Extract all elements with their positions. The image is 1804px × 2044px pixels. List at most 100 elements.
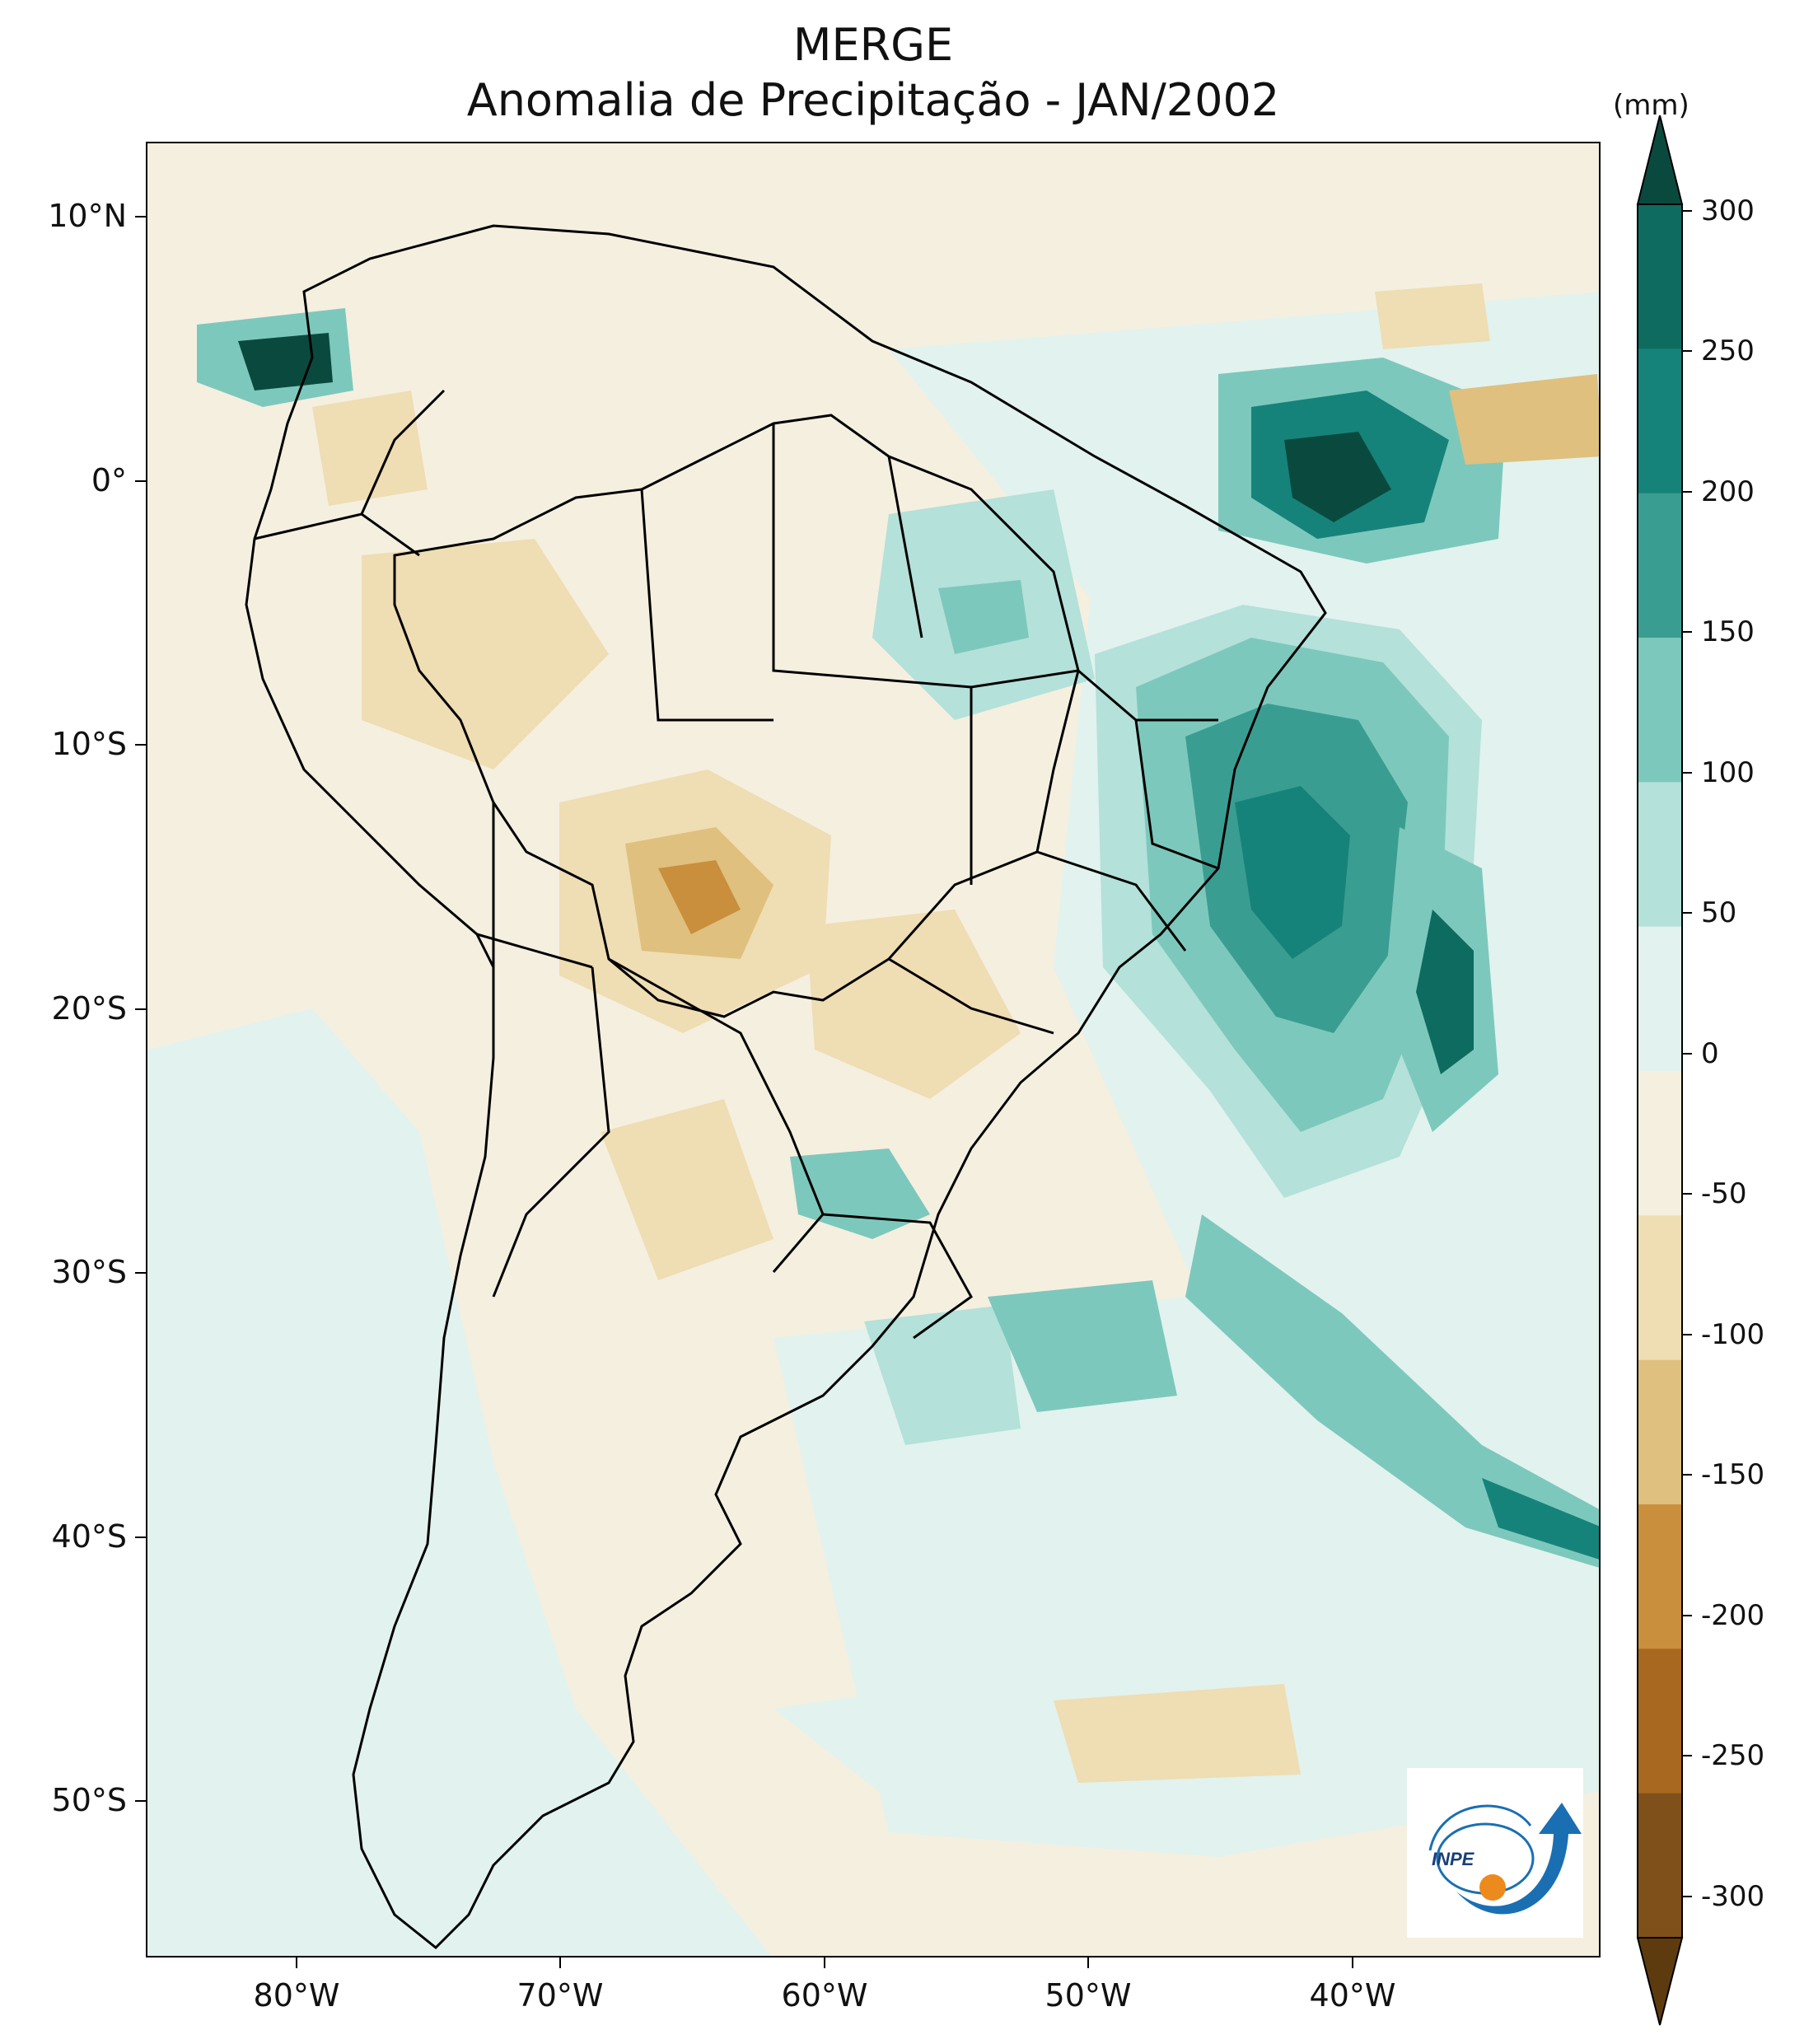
colorbar-tick — [1682, 631, 1692, 633]
lon-label-70w: 70°W — [516, 1977, 604, 2014]
colorbar-tick — [1682, 1755, 1692, 1756]
map-title: MERGE — [792, 19, 954, 71]
teal-anomaly-colombia-pacific-core — [238, 333, 333, 391]
colorbar-label-minus100: -100 — [1701, 1318, 1765, 1351]
colorbar-tick — [1682, 1334, 1692, 1335]
colorbar-label-minus200: -200 — [1701, 1599, 1765, 1632]
brown-anomaly-bolivia-peak — [658, 860, 741, 934]
teal-anomaly-ne-brazil-dark — [1235, 786, 1350, 959]
lat-label-20s: 20°S — [51, 990, 127, 1027]
colorbar-segment — [1638, 638, 1682, 783]
colorbar-label-300: 300 — [1701, 194, 1755, 227]
colorbar-label-minus150: -150 — [1701, 1458, 1765, 1491]
inpe-logo-graphic — [1428, 1803, 1582, 1915]
lon-tick — [1352, 1957, 1353, 1968]
inpe-logo: INPE — [1407, 1768, 1583, 1938]
colorbar-segment — [1638, 348, 1682, 494]
colorbar-tick — [1682, 912, 1692, 914]
teal-anomaly-rio-grande-sul — [864, 1305, 1021, 1445]
colorbar-segment — [1638, 782, 1682, 928]
colorbar-extend-min — [1636, 1937, 1684, 2026]
colorbar-tick — [1682, 1896, 1692, 1897]
teal-band-south-atlantic-core — [1482, 1478, 1599, 1560]
colorbar — [1636, 115, 1684, 2026]
lat-tick — [135, 480, 146, 482]
brazil-border — [393, 414, 1080, 1018]
light-teal-field-south-pacific — [147, 1527, 518, 1956]
brown-anomaly-mato-grosso-sul — [806, 910, 1021, 1099]
teal-anomaly-paraguay — [790, 1148, 930, 1239]
brown-anomaly-atlantic-equator — [1449, 374, 1599, 465]
colorbar-segment — [1638, 1793, 1682, 1939]
colorbar-label-100: 100 — [1701, 756, 1755, 789]
colorbar-label-minus250: -250 — [1701, 1739, 1765, 1772]
uruguay-border — [822, 1213, 973, 1340]
colorbar-tick — [1682, 1193, 1692, 1195]
colorbar-segment — [1638, 926, 1682, 1072]
brazil-state-lines — [640, 423, 1219, 1035]
lon-label-60w: 60°W — [781, 1977, 868, 2014]
colorbar-label-150: 150 — [1701, 615, 1755, 648]
lat-label-10n: 10°N — [48, 198, 127, 234]
teal-anomaly-amazon-core — [938, 580, 1029, 654]
colorbar-segment — [1638, 1649, 1682, 1794]
colorbar-tick — [1682, 491, 1692, 493]
colorbar-segment — [1638, 204, 1682, 349]
precipitation-anomaly-map — [147, 224, 1599, 1956]
colorbar-segment — [1638, 1215, 1682, 1361]
map-panel — [146, 142, 1601, 1957]
map-subtitle: Anomalia de Precipitação - JAN/2002 — [466, 74, 1280, 126]
lat-tick — [135, 1272, 146, 1274]
lat-tick — [135, 1008, 146, 1010]
colorbar-label-250: 250 — [1701, 334, 1755, 367]
lat-label-10s: 10°S — [51, 726, 127, 762]
brown-anomaly-west-amazon — [362, 539, 609, 769]
logo-orbit-line — [1428, 1804, 1532, 1851]
brown-anomaly-patagonia-atlantic — [1054, 1684, 1301, 1783]
colorbar-tick — [1682, 1474, 1692, 1476]
inpe-logo-text: INPE — [1432, 1849, 1475, 1869]
colorbar-label-minus50: -50 — [1701, 1177, 1747, 1210]
colorbar-tick — [1682, 210, 1692, 212]
colorbar-label-0: 0 — [1701, 1037, 1719, 1070]
andes-countries-borders — [254, 389, 825, 1298]
colorbar-label-50: 50 — [1701, 896, 1737, 929]
colorbar-unit: (mm) — [1613, 89, 1689, 122]
teal-anomaly-atlantic-coast-core — [1416, 910, 1474, 1074]
lat-tick — [135, 744, 146, 746]
lon-tick — [1087, 1957, 1089, 1968]
lon-label-40w: 40°W — [1309, 1977, 1396, 2014]
lat-label-50s: 50°S — [51, 1782, 127, 1818]
colorbar-tick — [1682, 1053, 1692, 1055]
colorbar-tick — [1682, 1615, 1692, 1616]
south-america-coastline — [245, 224, 1327, 1950]
brown-anomaly-north-colombia — [312, 391, 428, 506]
colorbar-label-minus300: -300 — [1701, 1880, 1765, 1913]
colorbar-segments — [1636, 115, 1684, 2026]
logo-arrow — [1456, 1803, 1582, 1915]
lon-label-50w: 50°W — [1045, 1977, 1132, 2014]
colorbar-segment — [1638, 1504, 1682, 1649]
teal-anomaly-equatorial-atlantic-peak — [1284, 432, 1391, 522]
logo-orange-dot — [1479, 1874, 1506, 1901]
teal-band-south-atlantic — [1185, 1214, 1599, 1568]
colorbar-segment — [1638, 1071, 1682, 1216]
lat-label-40s: 40°S — [51, 1518, 127, 1555]
colorbar-tick — [1682, 772, 1692, 774]
coastlines-and-borders — [245, 224, 1327, 1950]
colorbar-segment — [1638, 493, 1682, 638]
colorbar-tick — [1682, 350, 1692, 352]
lat-tick — [135, 1800, 146, 1802]
brown-anomaly-argentina — [601, 1099, 773, 1280]
lat-label-0: 0° — [91, 462, 127, 498]
lon-tick — [559, 1957, 561, 1968]
teal-anomaly-uruguay-coast — [988, 1280, 1177, 1412]
anomaly-fields — [147, 283, 1599, 1956]
colorbar-extend-max — [1636, 115, 1684, 205]
lon-tick — [296, 1957, 297, 1968]
colorbar-label-200: 200 — [1701, 475, 1755, 508]
lon-label-80w: 80°W — [253, 1977, 340, 2014]
lat-tick — [135, 216, 146, 217]
colorbar-segment — [1638, 1359, 1682, 1505]
brown-anomaly-atlantic-north — [1375, 283, 1490, 349]
